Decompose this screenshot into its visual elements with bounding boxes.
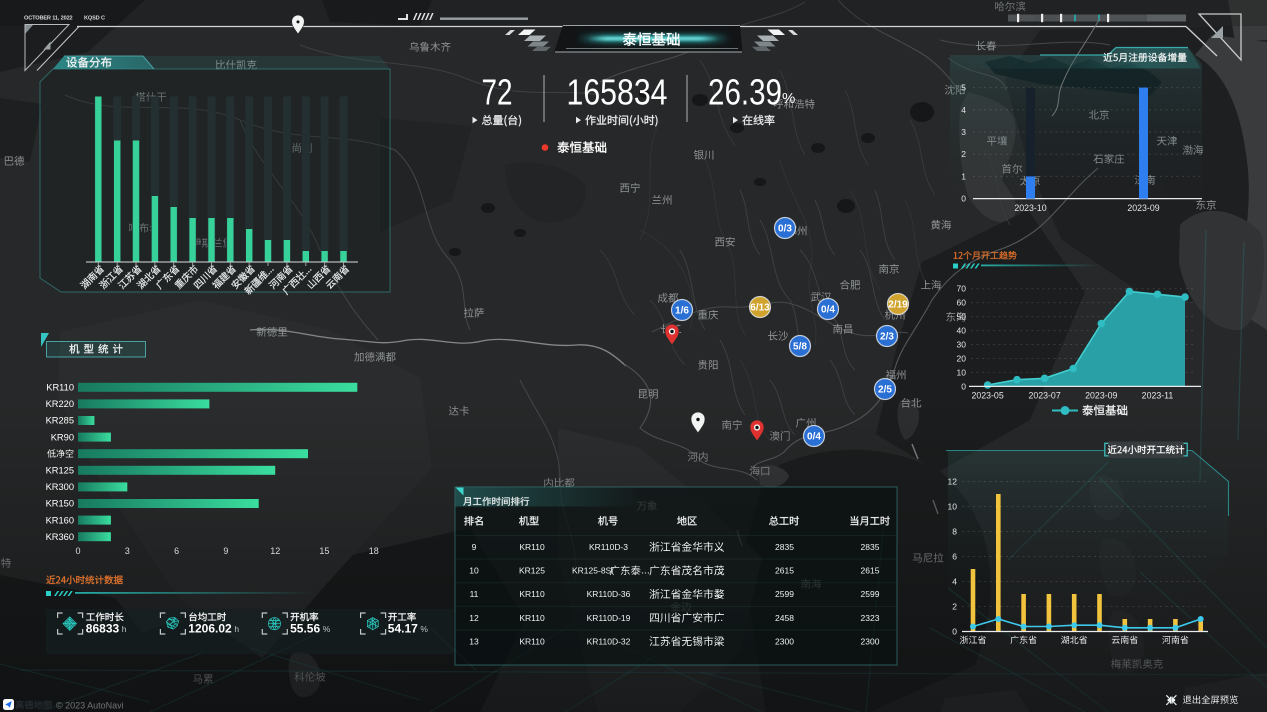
- svg-text:6/13: 6/13: [750, 303, 770, 314]
- svg-text:3: 3: [125, 546, 130, 556]
- svg-text:2599: 2599: [775, 589, 794, 599]
- svg-text:50: 50: [957, 312, 967, 322]
- svg-text:2300: 2300: [775, 636, 794, 646]
- svg-text:KR125: KR125: [46, 466, 74, 476]
- svg-text:1: 1: [961, 171, 966, 181]
- svg-text:1206.02: 1206.02: [188, 622, 232, 636]
- svg-text:13: 13: [469, 636, 479, 646]
- svg-text:...: ...: [714, 612, 723, 624]
- svg-text:OCTOBER 11, 2022: OCTOBER 11, 2022: [24, 16, 73, 22]
- svg-text:KR110: KR110: [519, 613, 545, 623]
- svg-text:KR110: KR110: [519, 542, 545, 552]
- svg-text:KR90: KR90: [51, 432, 74, 442]
- svg-text:2023-09: 2023-09: [1085, 391, 1117, 401]
- svg-text:30: 30: [957, 340, 967, 350]
- svg-text:h: h: [122, 624, 127, 634]
- svg-text:© 2023 AutoNavi: © 2023 AutoNavi: [56, 701, 124, 711]
- svg-text:KR125: KR125: [519, 566, 545, 576]
- svg-text:2: 2: [961, 149, 966, 159]
- svg-text:72: 72: [482, 72, 513, 113]
- svg-text:KR110D-19: KR110D-19: [587, 613, 631, 623]
- svg-text:%: %: [420, 624, 428, 634]
- svg-text:2300: 2300: [861, 636, 880, 646]
- svg-text:4: 4: [961, 105, 966, 115]
- svg-text:2023-09: 2023-09: [1127, 203, 1159, 213]
- svg-text:KR110: KR110: [46, 383, 74, 393]
- svg-text:KR285: KR285: [46, 416, 74, 426]
- svg-text:2835: 2835: [861, 542, 880, 552]
- svg-text:2023-10: 2023-10: [1014, 203, 1046, 213]
- svg-text:86833: 86833: [86, 622, 120, 636]
- svg-text:0: 0: [961, 194, 966, 204]
- svg-text:54.17: 54.17: [388, 622, 418, 636]
- svg-text:h: h: [234, 624, 239, 634]
- svg-text:12: 12: [469, 613, 479, 623]
- svg-text:2458: 2458: [775, 613, 794, 623]
- svg-text:0/4: 0/4: [807, 432, 821, 443]
- svg-text:KR110D-36: KR110D-36: [587, 589, 631, 599]
- svg-text:5: 5: [961, 83, 966, 93]
- svg-text:KR110: KR110: [519, 589, 545, 599]
- svg-text:0: 0: [75, 546, 80, 556]
- svg-text:15: 15: [319, 546, 329, 556]
- svg-text:0/4: 0/4: [821, 305, 835, 316]
- svg-text:11: 11: [470, 589, 479, 599]
- svg-text:5/8: 5/8: [793, 342, 807, 353]
- svg-text:20: 20: [957, 354, 967, 364]
- svg-text:8: 8: [952, 527, 957, 537]
- svg-text:9: 9: [223, 546, 228, 556]
- svg-text:...: ...: [714, 635, 723, 647]
- svg-text:0/3: 0/3: [778, 224, 792, 235]
- svg-text:10: 10: [957, 367, 967, 377]
- svg-text:KR220: KR220: [46, 399, 74, 409]
- svg-text:26.39: 26.39: [708, 72, 782, 113]
- svg-text:KR110: KR110: [519, 636, 545, 646]
- svg-text:2323: 2323: [861, 613, 880, 623]
- svg-text:12: 12: [270, 546, 280, 556]
- svg-text:12: 12: [948, 477, 958, 487]
- svg-text:2615: 2615: [861, 566, 880, 576]
- svg-text:6: 6: [174, 546, 179, 556]
- svg-text:...: ...: [714, 541, 723, 553]
- svg-text:...: ...: [714, 565, 723, 577]
- svg-text:18: 18: [369, 546, 379, 556]
- svg-text:%: %: [323, 624, 331, 634]
- svg-text:KR110D-3: KR110D-3: [589, 542, 628, 552]
- svg-text:10: 10: [469, 566, 479, 576]
- svg-text:KR150: KR150: [46, 499, 74, 509]
- svg-text:40: 40: [957, 326, 967, 336]
- svg-text:55.56: 55.56: [290, 622, 320, 636]
- svg-text:6: 6: [952, 552, 957, 562]
- svg-text:2615: 2615: [775, 566, 794, 576]
- svg-text:...: ...: [641, 565, 650, 577]
- svg-text:2/19: 2/19: [888, 300, 908, 311]
- svg-text:%: %: [782, 90, 795, 107]
- svg-text:1/6: 1/6: [675, 306, 689, 317]
- svg-text:2599: 2599: [861, 589, 880, 599]
- svg-text:KR360: KR360: [46, 532, 74, 542]
- svg-text:165834: 165834: [567, 72, 668, 113]
- svg-text:70: 70: [957, 284, 967, 294]
- svg-text:0: 0: [961, 381, 966, 391]
- svg-text:KR125-8S(: KR125-8S(: [572, 566, 614, 576]
- svg-text:...: ...: [714, 588, 723, 600]
- svg-text:KQSD C: KQSD C: [84, 16, 105, 22]
- svg-text:KR160: KR160: [46, 515, 74, 525]
- svg-text:2023-07: 2023-07: [1028, 391, 1060, 401]
- svg-text:2: 2: [952, 602, 957, 612]
- svg-text:2/3: 2/3: [880, 332, 894, 343]
- svg-text:KR110D-32: KR110D-32: [587, 636, 631, 646]
- svg-text:KR300: KR300: [46, 482, 74, 492]
- svg-text:4: 4: [952, 577, 957, 587]
- svg-text:60: 60: [957, 298, 967, 308]
- svg-text:3: 3: [961, 127, 966, 137]
- svg-text:9: 9: [472, 542, 477, 552]
- svg-text:2835: 2835: [775, 542, 794, 552]
- svg-text:0: 0: [952, 627, 957, 637]
- svg-text:10: 10: [948, 502, 958, 512]
- svg-text:2/5: 2/5: [878, 385, 892, 396]
- svg-text:2023-11: 2023-11: [1142, 391, 1174, 401]
- svg-text:2023-05: 2023-05: [971, 391, 1003, 401]
